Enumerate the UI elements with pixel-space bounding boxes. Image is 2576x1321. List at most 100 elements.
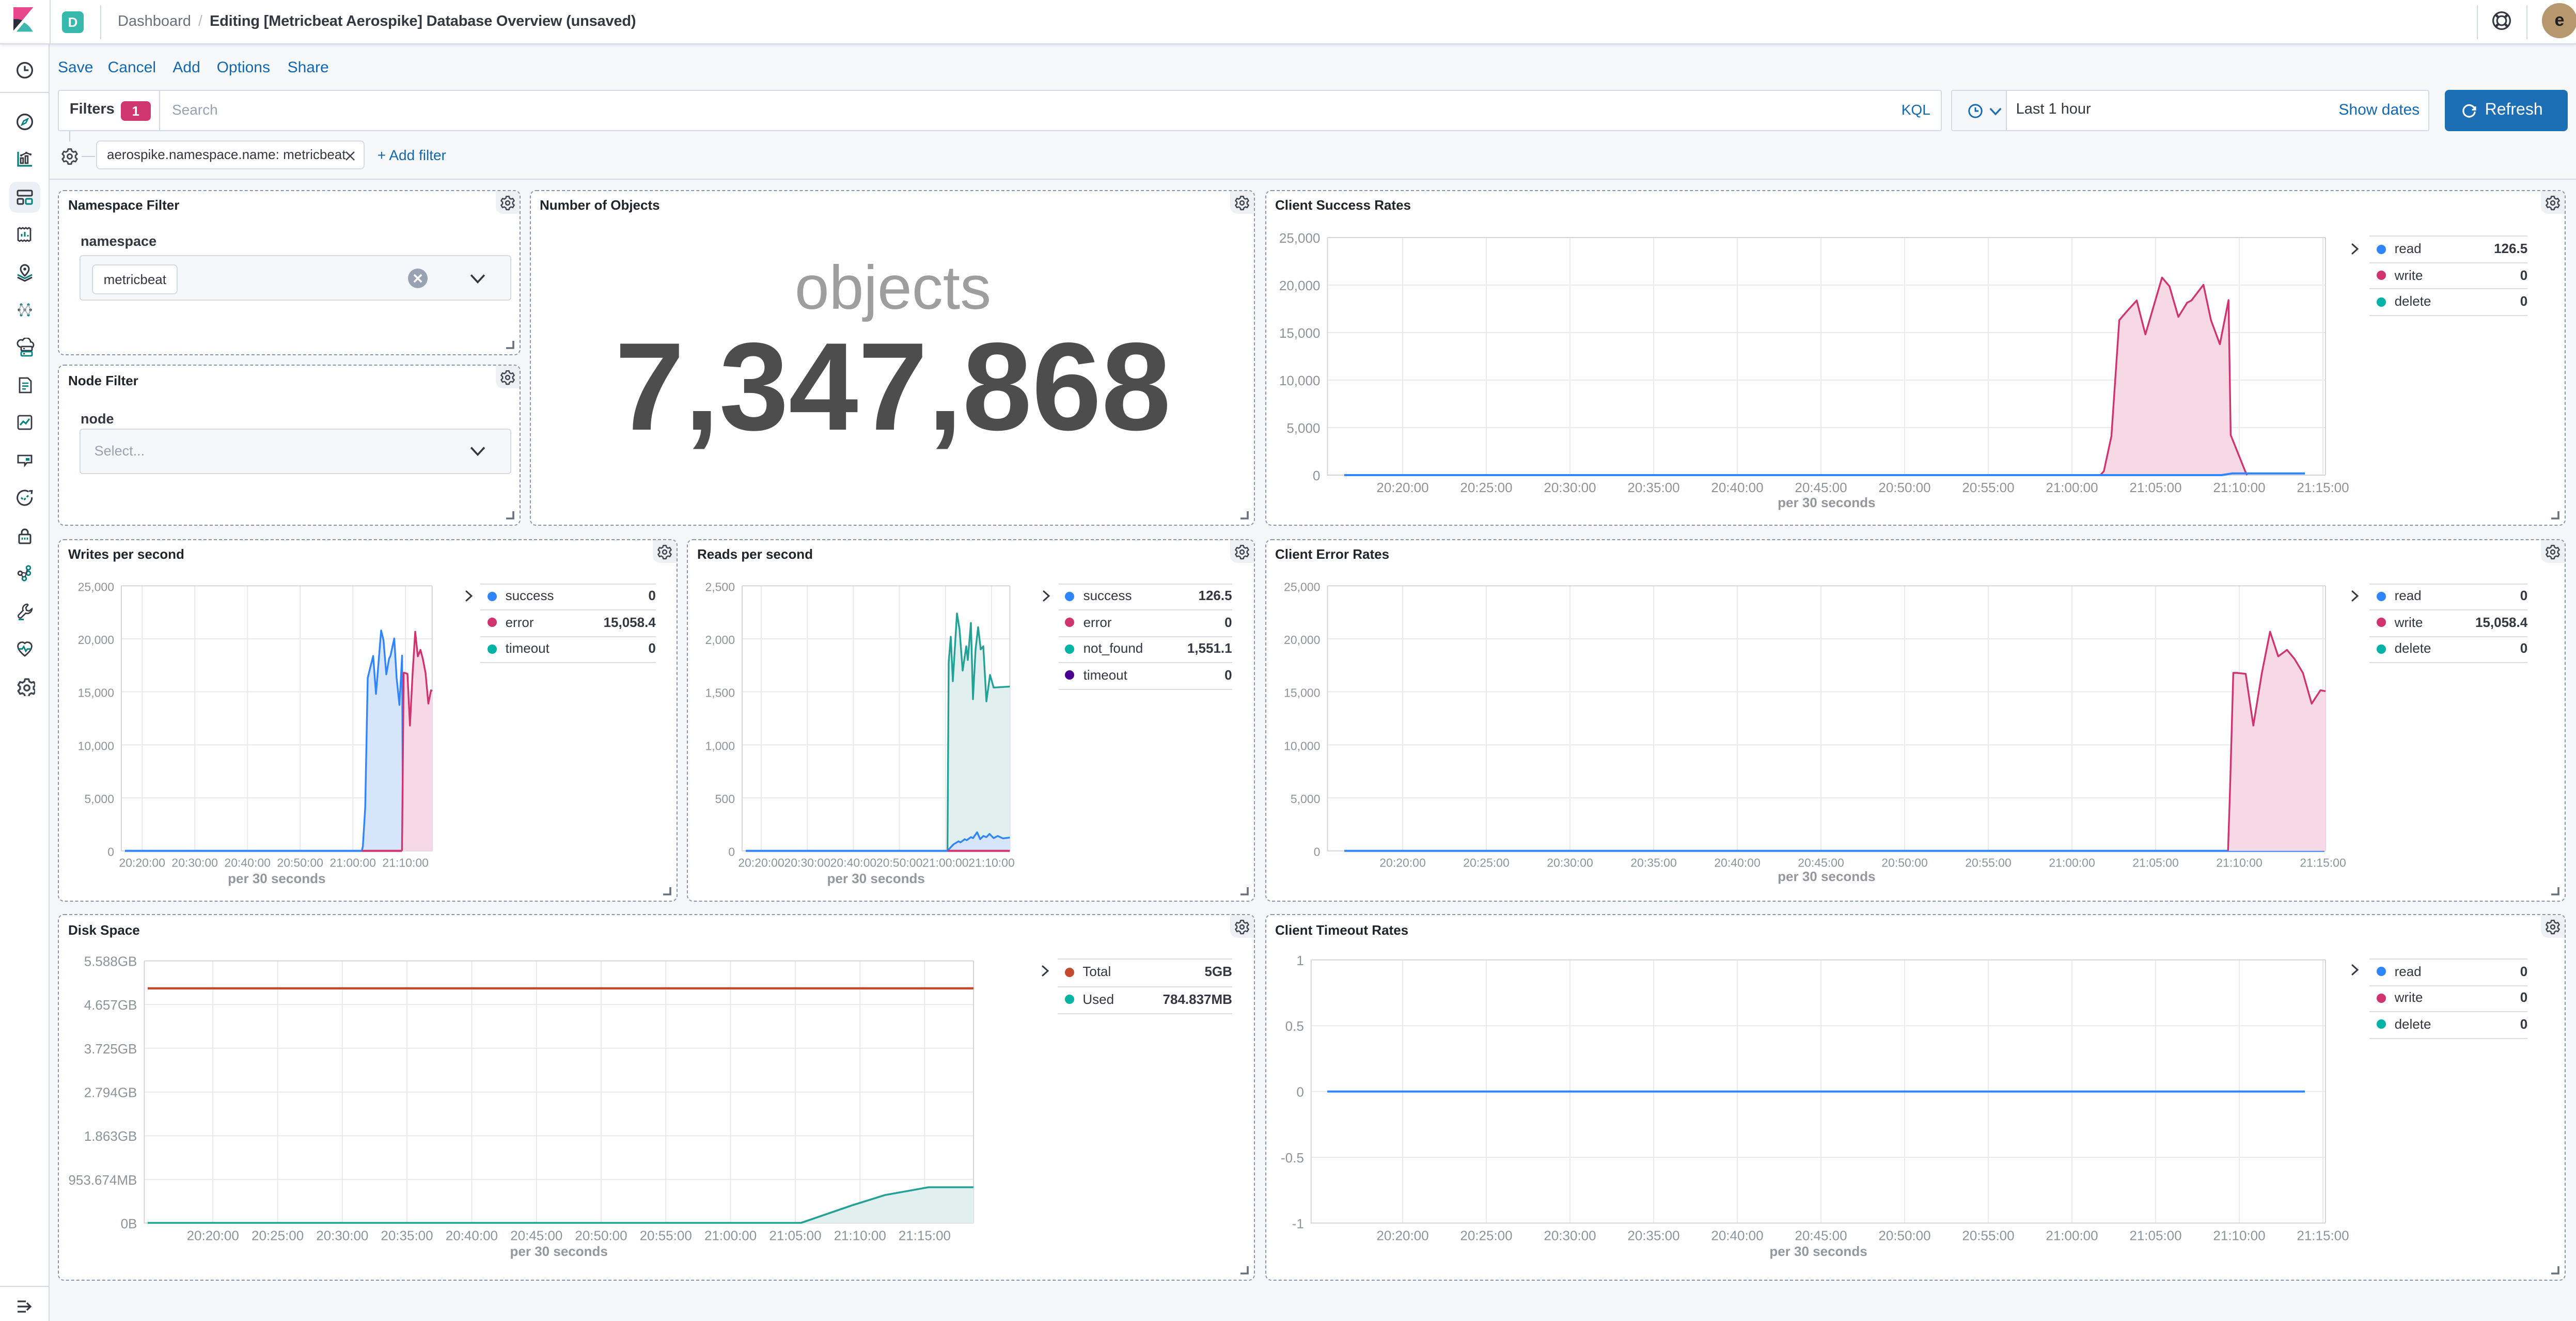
svg-text:20:35:00: 20:35:00	[1627, 1228, 1679, 1243]
svg-text:20:30:00: 20:30:00	[1543, 1228, 1595, 1243]
svg-text:20:35:00: 20:35:00	[1630, 856, 1676, 869]
svg-text:20:55:00: 20:55:00	[1965, 856, 2011, 869]
svg-text:20:50:00: 20:50:00	[876, 856, 923, 869]
svg-text:1,000: 1,000	[705, 738, 735, 752]
svg-text:20:30:00: 20:30:00	[1546, 856, 1593, 869]
svg-text:20:25:00: 20:25:00	[252, 1228, 304, 1243]
svg-text:0B: 0B	[121, 1216, 137, 1231]
svg-text:21:10:00: 21:10:00	[834, 1228, 886, 1243]
svg-text:20:30:00: 20:30:00	[784, 856, 830, 869]
svg-text:21:05:00: 21:05:00	[2132, 856, 2178, 869]
svg-text:20:45:00: 20:45:00	[1797, 856, 1844, 869]
svg-text:10,000: 10,000	[78, 738, 114, 752]
svg-text:15,000: 15,000	[1283, 686, 1320, 699]
svg-text:20:40:00: 20:40:00	[1710, 1228, 1763, 1243]
svg-text:5,000: 5,000	[1290, 792, 1320, 805]
svg-text:20:50:00: 20:50:00	[1881, 856, 1927, 869]
svg-text:20:45:00: 20:45:00	[1794, 1228, 1846, 1243]
svg-text:20:40:00: 20:40:00	[1710, 479, 1763, 495]
svg-text:-1: -1	[1292, 1216, 1303, 1231]
svg-text:20:45:00: 20:45:00	[510, 1228, 562, 1243]
svg-text:4.657GB: 4.657GB	[84, 997, 137, 1013]
svg-text:0: 0	[1312, 467, 1320, 483]
svg-text:0.5: 0.5	[1285, 1018, 1303, 1034]
svg-text:10,000: 10,000	[1283, 738, 1320, 752]
svg-text:20:40:00: 20:40:00	[1714, 856, 1760, 869]
svg-text:20:25:00: 20:25:00	[1459, 479, 1512, 495]
svg-text:3.725GB: 3.725GB	[84, 1041, 137, 1057]
svg-text:0: 0	[728, 845, 735, 858]
svg-text:21:00:00: 21:00:00	[922, 856, 969, 869]
svg-text:2,500: 2,500	[705, 579, 735, 593]
svg-text:20:25:00: 20:25:00	[1459, 1228, 1512, 1243]
svg-text:-0.5: -0.5	[1280, 1150, 1303, 1166]
svg-text:21:15:00: 21:15:00	[2296, 479, 2348, 495]
svg-text:5.588GB: 5.588GB	[84, 954, 137, 969]
svg-text:5,000: 5,000	[1286, 420, 1320, 435]
svg-text:10,000: 10,000	[1279, 372, 1320, 388]
svg-text:20:30:00: 20:30:00	[171, 856, 218, 869]
svg-text:20:40:00: 20:40:00	[830, 856, 877, 869]
svg-text:20,000: 20,000	[78, 633, 114, 646]
svg-text:20:25:00: 20:25:00	[1463, 856, 1509, 869]
svg-text:25,000: 25,000	[1279, 230, 1320, 245]
svg-text:20:50:00: 20:50:00	[1878, 479, 1930, 495]
svg-text:21:00:00: 21:00:00	[329, 856, 376, 869]
svg-text:20:20:00: 20:20:00	[119, 856, 165, 869]
svg-text:21:15:00: 21:15:00	[2296, 1228, 2348, 1243]
svg-text:20:40:00: 20:40:00	[224, 856, 271, 869]
svg-text:per 30 seconds: per 30 seconds	[1777, 494, 1875, 510]
svg-text:21:00:00: 21:00:00	[2045, 479, 2097, 495]
svg-text:20:20:00: 20:20:00	[1379, 856, 1425, 869]
svg-text:20:30:00: 20:30:00	[1543, 479, 1595, 495]
svg-text:21:10:00: 21:10:00	[2212, 479, 2265, 495]
svg-text:2,000: 2,000	[705, 633, 735, 646]
svg-text:21:00:00: 21:00:00	[2045, 1228, 2097, 1243]
svg-text:per 30 seconds: per 30 seconds	[1769, 1244, 1866, 1259]
svg-text:25,000: 25,000	[78, 579, 114, 593]
svg-text:21:00:00: 21:00:00	[704, 1228, 757, 1243]
svg-text:21:15:00: 21:15:00	[899, 1228, 951, 1243]
svg-text:21:05:00: 21:05:00	[2129, 479, 2181, 495]
svg-text:21:00:00: 21:00:00	[2048, 856, 2095, 869]
svg-text:21:10:00: 21:10:00	[382, 856, 429, 869]
svg-text:per 30 seconds: per 30 seconds	[510, 1244, 608, 1259]
svg-text:21:05:00: 21:05:00	[769, 1228, 821, 1243]
svg-text:1,500: 1,500	[705, 686, 735, 699]
svg-text:20:50:00: 20:50:00	[277, 856, 323, 869]
svg-text:953.674MB: 953.674MB	[68, 1172, 137, 1188]
svg-text:20:55:00: 20:55:00	[1961, 1228, 2014, 1243]
svg-text:0: 0	[107, 845, 114, 858]
svg-text:21:15:00: 21:15:00	[2299, 856, 2346, 869]
svg-text:20:20:00: 20:20:00	[1376, 479, 1428, 495]
svg-text:2.794GB: 2.794GB	[84, 1085, 137, 1100]
svg-text:21:10:00: 21:10:00	[2216, 856, 2262, 869]
svg-text:1: 1	[1296, 953, 1303, 968]
svg-text:20,000: 20,000	[1283, 633, 1320, 646]
svg-text:21:05:00: 21:05:00	[2129, 1228, 2181, 1243]
svg-text:1.863GB: 1.863GB	[84, 1128, 137, 1144]
svg-text:500: 500	[715, 792, 735, 805]
svg-text:0: 0	[1296, 1084, 1303, 1100]
svg-text:20:20:00: 20:20:00	[187, 1228, 239, 1243]
svg-text:20:20:00: 20:20:00	[738, 856, 784, 869]
svg-text:5,000: 5,000	[84, 792, 114, 805]
svg-text:15,000: 15,000	[78, 686, 114, 699]
svg-text:20:20:00: 20:20:00	[1376, 1228, 1428, 1243]
svg-text:20,000: 20,000	[1279, 277, 1320, 293]
svg-text:20:35:00: 20:35:00	[1627, 479, 1679, 495]
svg-text:0: 0	[1313, 845, 1320, 858]
svg-text:20:45:00: 20:45:00	[1794, 479, 1846, 495]
svg-text:20:40:00: 20:40:00	[446, 1228, 498, 1243]
svg-text:20:55:00: 20:55:00	[1961, 479, 2014, 495]
svg-text:per 30 seconds: per 30 seconds	[228, 870, 325, 886]
svg-text:20:50:00: 20:50:00	[1878, 1228, 1930, 1243]
svg-text:20:35:00: 20:35:00	[381, 1228, 433, 1243]
svg-text:per 30 seconds: per 30 seconds	[827, 870, 925, 886]
svg-text:20:50:00: 20:50:00	[575, 1228, 627, 1243]
svg-text:21:10:00: 21:10:00	[968, 856, 1015, 869]
svg-text:20:55:00: 20:55:00	[640, 1228, 692, 1243]
svg-text:per 30 seconds: per 30 seconds	[1777, 868, 1875, 884]
svg-text:25,000: 25,000	[1283, 579, 1320, 593]
svg-text:21:10:00: 21:10:00	[2212, 1228, 2265, 1243]
